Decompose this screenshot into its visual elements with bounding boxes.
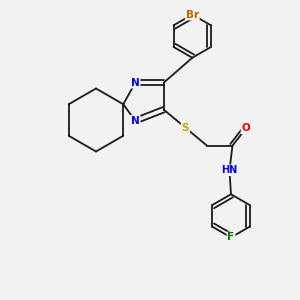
Text: HN: HN: [221, 165, 238, 175]
Text: Br: Br: [186, 10, 199, 20]
Text: S: S: [182, 123, 189, 133]
Text: N: N: [131, 116, 140, 126]
Text: O: O: [242, 123, 250, 133]
Text: F: F: [227, 232, 235, 242]
Text: N: N: [131, 78, 140, 88]
